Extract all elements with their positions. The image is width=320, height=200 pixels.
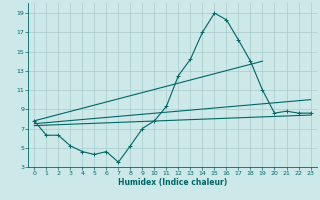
X-axis label: Humidex (Indice chaleur): Humidex (Indice chaleur)	[118, 178, 227, 187]
